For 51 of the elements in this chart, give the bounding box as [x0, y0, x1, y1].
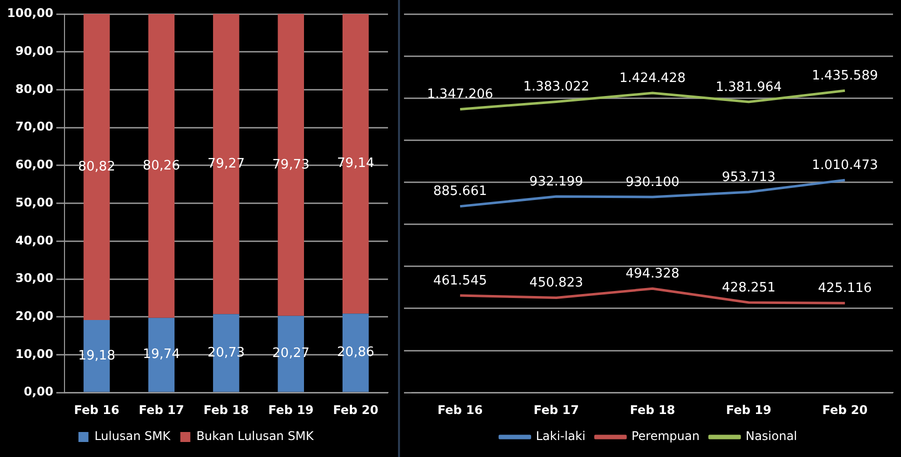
data-label: 953.713: [722, 170, 776, 185]
data-label: 80,26: [142, 158, 180, 174]
data-label: 1.383.022: [523, 80, 590, 95]
y-tick-label: 100,00: [6, 6, 54, 20]
data-label: 19,74: [142, 347, 180, 362]
x-tick-label: Feb 20: [822, 402, 868, 417]
y-tick-label: 60,00: [15, 158, 54, 172]
data-label: 1.010.473: [812, 158, 878, 173]
data-label: 930.100: [626, 174, 680, 190]
y-tick-label: 70,00: [15, 120, 54, 134]
legend-label: Lulusan SMK: [94, 429, 172, 444]
y-tick-label: 10,00: [15, 346, 54, 361]
x-tick-label: Feb 17: [138, 402, 184, 417]
data-label: 425.116: [818, 281, 872, 296]
x-tick-label: Feb 18: [203, 402, 249, 417]
data-label: 885.661: [433, 184, 487, 200]
data-label: 1.435.589: [812, 68, 878, 84]
y-tick-label: 0,00: [24, 384, 54, 399]
data-label: 20,27: [272, 346, 310, 362]
data-label: 20,73: [208, 345, 245, 360]
data-label: 19,18: [78, 348, 116, 364]
data-label: 932.199: [529, 174, 584, 190]
data-label: 79,14: [337, 156, 374, 172]
y-tick-label: 90,00: [15, 44, 54, 58]
data-label: 450.823: [529, 276, 584, 291]
data-label: 79,27: [208, 156, 245, 172]
y-tick-label: 50,00: [15, 195, 54, 210]
y-tick-label: 20,00: [15, 309, 54, 324]
legend-label: Bukan Lulusan SMK: [196, 429, 315, 444]
data-label: 428.251: [722, 280, 776, 296]
x-tick-label: Feb 20: [332, 402, 378, 417]
data-label: 1.381.964: [716, 80, 782, 95]
data-label: 1.424.428: [619, 70, 686, 86]
data-label: 461.545: [433, 273, 487, 288]
data-label: 494.328: [626, 266, 680, 282]
data-label: 79,73: [272, 157, 310, 172]
legend-label: Laki-laki: [536, 429, 586, 444]
x-tick-label: Feb 19: [726, 402, 772, 417]
y-tick-label: 30,00: [15, 271, 54, 286]
data-label: 1.347.206: [427, 87, 494, 102]
x-tick-label: Feb 16: [74, 402, 120, 417]
legend-label: Nasional: [746, 429, 798, 444]
y-tick-label: 80,00: [15, 82, 54, 96]
x-tick-label: Feb 19: [268, 402, 314, 417]
data-label: 20,86: [337, 345, 374, 360]
y-tick-label: 40,00: [15, 233, 54, 248]
data-label: 80,82: [78, 159, 116, 174]
x-tick-label: Feb 17: [534, 402, 579, 417]
legend-label: Perempuan: [631, 429, 700, 444]
x-tick-label: Feb 18: [630, 402, 676, 417]
x-tick-label: Feb 16: [437, 402, 483, 417]
